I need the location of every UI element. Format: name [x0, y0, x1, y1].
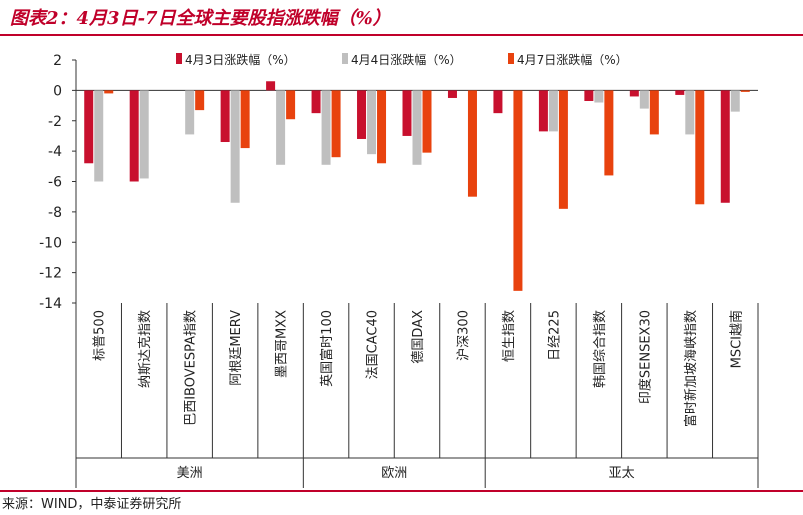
chart-title: 图表2：4月3日-7日全球主要股指涨跌幅（%）	[10, 8, 391, 29]
y-tick-label: -10	[39, 235, 62, 251]
category-label: 法国CAC40	[366, 310, 381, 379]
group-label: 欧洲	[381, 466, 407, 481]
bar-series-3	[104, 90, 114, 94]
bar-series-3	[558, 90, 568, 209]
bar-series-1	[402, 90, 412, 136]
y-tick-label: -14	[39, 296, 62, 312]
category-label: 恒生指数	[502, 310, 517, 362]
category-label: 标普500	[93, 310, 108, 361]
source-note: 来源：WIND，中泰证券研究所	[2, 497, 182, 512]
bar-chart: 2 0 -2 -4 -6 -8 -10 -12 -14 美洲 欧洲 亚太 标普500 纳斯达克指数 巴西IB…	[39, 52, 759, 488]
group-label: 美洲	[177, 466, 203, 481]
bar-series-1	[266, 81, 276, 91]
bar-series-1	[311, 90, 321, 114]
y-tick-label: -12	[39, 266, 62, 282]
bar-series-1	[675, 90, 685, 95]
legend-swatch-series-1	[176, 53, 182, 64]
category-label: 墨西哥MXX	[275, 310, 290, 378]
legend-swatch-series-2	[342, 53, 348, 64]
bar-series-2	[594, 90, 604, 103]
bar-series-2	[94, 90, 104, 182]
bar-series-1	[447, 90, 457, 98]
bar-series-1	[584, 90, 594, 102]
category-label: 沪深300	[455, 310, 471, 361]
bar-series-1	[357, 90, 367, 139]
bar-series-2	[185, 90, 195, 135]
bar-series-2	[639, 90, 649, 109]
category-label: 富时新加坡海峡指数	[683, 310, 699, 427]
bar-series-3	[604, 90, 614, 176]
category-label: 阿根廷MERV	[229, 310, 244, 386]
category-label: 纳斯达克指数	[138, 310, 153, 388]
bar-series-3	[740, 90, 750, 92]
bar-series-3	[377, 90, 387, 164]
legend-swatch-series-3	[508, 53, 514, 64]
category-label: 德国DAX	[411, 310, 426, 364]
bar-series-2	[548, 90, 558, 132]
y-tick-label: 2	[53, 53, 62, 69]
category-label: 韩国综合指数	[593, 310, 608, 388]
title-rule	[0, 34, 803, 36]
bar-series-2	[230, 90, 240, 203]
bar-series-2	[730, 90, 740, 112]
bar-series-2	[685, 90, 695, 135]
category-label: 日经225	[547, 310, 562, 361]
bar-series-3	[513, 90, 523, 291]
category-label: MSCI越南	[728, 310, 744, 368]
source-rule	[0, 490, 803, 492]
group-label: 亚太	[609, 466, 635, 481]
bar-series-2	[412, 90, 422, 165]
bar-series-3	[649, 90, 659, 135]
bar-series-1	[129, 90, 139, 182]
category-label: 英国富时100	[319, 310, 335, 387]
legend-label: 4月4日涨跌幅（%）	[351, 52, 462, 67]
category-label: 巴西IBOVESPA指数	[184, 310, 199, 426]
bar-series-3	[695, 90, 705, 205]
bar-series-3	[195, 90, 205, 111]
bar-series-2	[276, 90, 286, 165]
bar-series-3	[240, 90, 250, 149]
bar-series-2	[367, 90, 377, 155]
bar-series-3	[467, 90, 477, 197]
bar-series-1	[220, 90, 230, 143]
category-label: 印度SENSEX30	[637, 310, 653, 404]
legend-label: 4月3日涨跌幅（%）	[185, 52, 296, 67]
y-tick-label: -8	[48, 205, 62, 221]
bar-series-3	[331, 90, 341, 158]
legend-label: 4月7日涨跌幅（%）	[517, 52, 628, 67]
y-tick-label: -6	[48, 175, 62, 191]
bar-series-1	[538, 90, 548, 132]
y-tick-label: -4	[48, 144, 62, 160]
bar-series-1	[493, 90, 503, 114]
bar-series-1	[84, 90, 94, 164]
bar-series-1	[629, 90, 639, 97]
bar-series-1	[720, 90, 730, 203]
bar-series-3	[422, 90, 432, 153]
bar-series-3	[286, 90, 296, 120]
y-tick-label: -2	[48, 114, 62, 130]
bar-series-2	[139, 90, 149, 179]
y-tick-label: 0	[53, 83, 62, 99]
bar-series-2	[321, 90, 331, 165]
